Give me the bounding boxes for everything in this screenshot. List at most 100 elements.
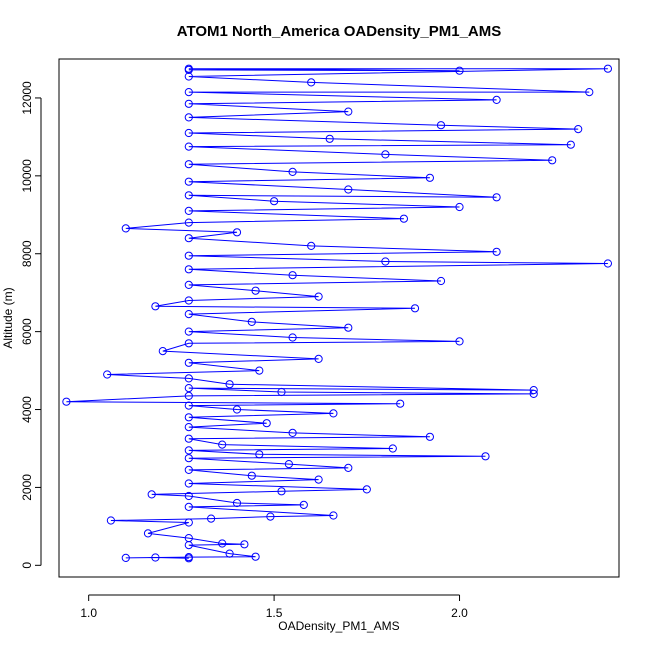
data-point <box>344 107 353 116</box>
data-point <box>344 463 353 472</box>
data-point <box>184 234 193 243</box>
data-point <box>184 374 193 383</box>
data-point <box>492 95 501 105</box>
data-point <box>299 500 308 509</box>
data-point <box>251 552 260 561</box>
data-point <box>225 549 234 558</box>
data-point <box>284 460 293 469</box>
data-point <box>251 286 260 295</box>
x-tick-label: 2.0 <box>451 606 468 620</box>
y-axis-label: Altitude (m) <box>1 287 15 348</box>
data-point <box>184 251 193 260</box>
data-point <box>232 498 242 508</box>
data-point <box>106 516 116 525</box>
data-point <box>288 271 297 280</box>
data-point <box>436 121 446 130</box>
data-point <box>381 150 390 159</box>
data-point <box>396 399 405 408</box>
data-point <box>184 465 193 474</box>
data-point <box>492 193 501 202</box>
data-point <box>277 487 286 496</box>
data-point <box>492 247 501 256</box>
data-point <box>143 529 153 538</box>
data-point <box>184 128 193 138</box>
data-point <box>307 241 316 250</box>
data-point <box>362 485 371 494</box>
data-point <box>314 292 323 301</box>
data-point <box>344 185 353 194</box>
data-point <box>410 304 420 313</box>
data-point <box>184 518 193 527</box>
data-point <box>307 78 316 87</box>
data-point <box>329 409 338 418</box>
data-point <box>288 428 297 437</box>
y-tick-label: 12000 <box>20 81 34 115</box>
data-point <box>288 167 297 176</box>
data-point <box>344 323 353 332</box>
data-point <box>436 276 446 286</box>
data-point <box>184 296 193 305</box>
data-point <box>232 228 242 237</box>
y-tick-label: 6000 <box>20 318 34 345</box>
y-tick-label: 10000 <box>20 159 34 193</box>
y-tick-label: 0 <box>20 562 34 569</box>
data-point <box>184 358 193 367</box>
data-point <box>184 534 193 543</box>
data-point <box>329 511 338 520</box>
data-point <box>184 479 193 488</box>
data-point <box>121 553 130 563</box>
data-point <box>184 384 193 393</box>
data-point <box>207 514 216 523</box>
data-point <box>218 440 227 449</box>
series-line <box>66 68 608 559</box>
data-point <box>574 125 583 134</box>
data-point <box>455 66 464 75</box>
data-point <box>314 354 323 363</box>
data-point <box>388 444 397 453</box>
data-point <box>288 333 297 342</box>
x-axis-label: OADensity_PM1_AMS <box>278 619 399 633</box>
data-point <box>184 434 193 443</box>
data-point <box>184 142 193 151</box>
data-point <box>184 502 193 511</box>
data-point <box>184 491 193 501</box>
data-point <box>158 347 167 356</box>
data-point <box>425 173 434 182</box>
data-point <box>603 259 613 268</box>
data-point <box>184 177 193 186</box>
data-point <box>184 265 193 274</box>
data-point <box>184 206 193 215</box>
data-point <box>62 397 71 406</box>
data-point <box>455 202 464 212</box>
data-point <box>184 423 193 432</box>
data-point <box>247 317 256 326</box>
data-point <box>325 134 334 143</box>
y-tick-label: 2000 <box>20 474 34 501</box>
data-point <box>184 72 193 81</box>
data-point <box>218 539 227 548</box>
data-point <box>262 419 271 428</box>
y-tick-label: 8000 <box>20 240 34 267</box>
data-point <box>585 88 594 97</box>
data-point <box>184 310 193 319</box>
data-point <box>255 366 264 375</box>
data-point <box>603 64 613 73</box>
data-point <box>240 540 249 549</box>
data-point <box>184 401 193 410</box>
data-point <box>255 450 264 459</box>
x-tick-label: 1.0 <box>80 606 97 620</box>
data-point <box>184 99 193 108</box>
data-point <box>151 553 160 562</box>
plot-area-frame <box>58 58 620 578</box>
data-point <box>184 454 193 463</box>
data-point <box>399 214 408 223</box>
data-point <box>184 65 193 75</box>
data-point <box>151 302 160 311</box>
y-tick-label: 4000 <box>20 396 34 423</box>
data-point <box>425 432 434 441</box>
x-tick-label: 1.5 <box>266 606 283 620</box>
data-point <box>103 370 112 379</box>
data-point <box>232 405 242 414</box>
data-point <box>529 389 538 398</box>
